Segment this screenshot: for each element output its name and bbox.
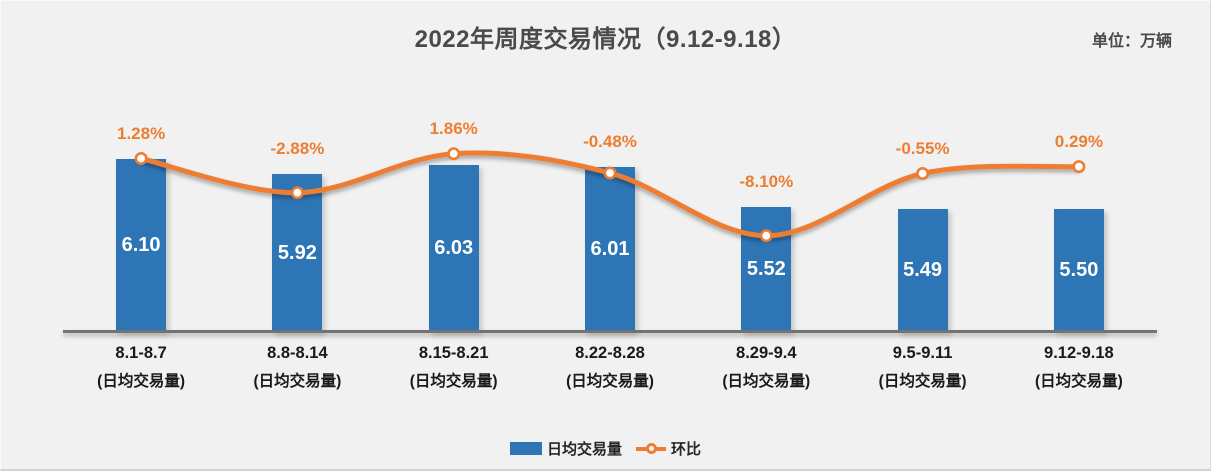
bar-value-label: 6.10 xyxy=(121,234,161,257)
bar-value-label: 5.49 xyxy=(903,259,943,282)
x-axis-line xyxy=(63,330,1157,333)
bar-value-label: 5.92 xyxy=(277,241,317,264)
bar: 6.03 xyxy=(428,164,479,332)
x-tick-label: 8.22-8.28 (日均交易量) xyxy=(530,343,690,392)
line-point-label: 1.86% xyxy=(429,118,478,138)
bar: 6.10 xyxy=(116,159,167,332)
legend-label-line: 环比 xyxy=(671,441,702,458)
x-tick-dates: 8.15-8.21 xyxy=(418,344,489,362)
x-tick-dates: 8.8-8.14 xyxy=(267,344,328,362)
x-tick-label: 8.1-8.7 (日均交易量) xyxy=(61,343,221,392)
x-tick-sublabel: (日均交易量) xyxy=(566,373,654,390)
bar-value-label: 5.50 xyxy=(1059,258,1099,281)
x-tick-label: 9.12-9.18 (日均交易量) xyxy=(999,343,1159,392)
x-tick-sublabel: (日均交易量) xyxy=(1034,373,1123,390)
x-tick-dates: 8.29-9.4 xyxy=(736,344,797,362)
line-marker-icon xyxy=(645,443,657,454)
bar-value-label: 5.52 xyxy=(746,257,786,280)
bar: 5.50 xyxy=(1053,208,1104,332)
line-point-label: -8.10% xyxy=(739,171,794,191)
x-tick-label: 8.8-8.14 (日均交易量) xyxy=(217,343,377,392)
x-tick-dates: 9.12-9.18 xyxy=(1044,344,1114,362)
bar: 5.52 xyxy=(741,206,792,332)
unit-label: 单位：万辆 xyxy=(1091,33,1172,50)
x-tick-label: 8.15-8.21 (日均交易量) xyxy=(374,343,534,392)
legend: 日均交易量 环比 xyxy=(1,438,1210,459)
line-marker xyxy=(447,147,461,161)
line-point-label: -0.55% xyxy=(895,138,950,158)
legend-label-bar: 日均交易量 xyxy=(546,441,622,458)
line-point-label: -2.88% xyxy=(270,139,325,158)
bar: 6.01 xyxy=(585,166,635,332)
legend-item-bar: 日均交易量 xyxy=(509,438,622,459)
line-point-label: -0.48% xyxy=(583,131,637,151)
line-marker xyxy=(1072,160,1086,174)
x-tick-label: 8.29-9.4 (日均交易量) xyxy=(686,343,846,392)
legend-item-line: 环比 xyxy=(636,438,701,459)
line-marker xyxy=(916,167,930,181)
line-point-label: 1.28% xyxy=(116,123,166,143)
bar-value-label: 6.03 xyxy=(434,236,474,259)
bar: 5.49 xyxy=(897,209,948,332)
bar-value-label: 6.01 xyxy=(590,237,630,260)
chart-title: 2022年周度交易情况（9.12-9.18） xyxy=(414,26,797,53)
x-tick-sublabel: (日均交易量) xyxy=(409,373,498,390)
x-tick-sublabel: (日均交易量) xyxy=(722,373,811,390)
x-tick-dates: 8.22-8.28 xyxy=(575,344,645,362)
line-point-label: 0.29% xyxy=(1054,131,1103,151)
x-tick-dates: 8.1-8.7 xyxy=(115,344,167,362)
bar: 5.92 xyxy=(272,174,323,332)
x-tick-sublabel: (日均交易量) xyxy=(97,373,185,390)
x-tick-sublabel: (日均交易量) xyxy=(253,373,342,390)
line-series-swatch-icon xyxy=(636,443,666,454)
x-tick-label: 9.5-9.11 (日均交易量) xyxy=(843,343,1003,392)
bar-series-swatch-icon xyxy=(509,442,542,455)
x-tick-sublabel: (日均交易量) xyxy=(878,373,967,390)
x-tick-dates: 9.5-9.11 xyxy=(892,344,953,362)
